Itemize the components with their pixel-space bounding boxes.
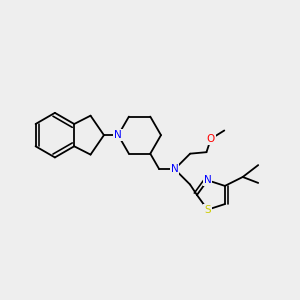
Text: N: N — [114, 130, 122, 140]
Text: O: O — [207, 134, 215, 144]
Text: S: S — [204, 205, 211, 215]
Text: N: N — [204, 175, 212, 185]
Text: N: N — [171, 164, 178, 174]
